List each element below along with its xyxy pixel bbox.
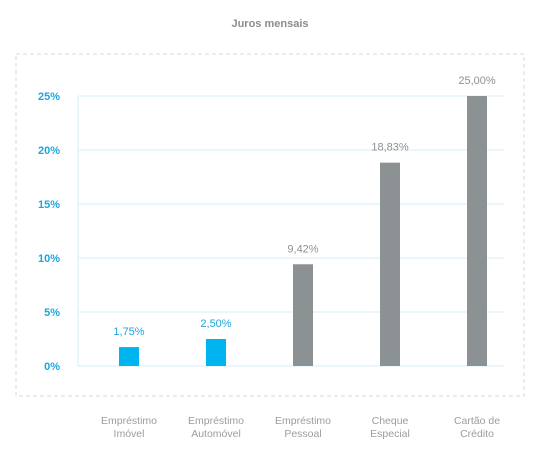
- category-label: Especial: [370, 428, 410, 440]
- bar: [380, 162, 400, 366]
- y-tick-label: 10%: [38, 253, 60, 265]
- y-tick-label: 5%: [44, 307, 60, 319]
- value-label: 18,83%: [371, 142, 409, 154]
- grid-layer: [77, 95, 504, 367]
- bar: [206, 339, 226, 366]
- y-tick-label: 20%: [38, 145, 60, 157]
- y-tick-label: 25%: [38, 91, 60, 103]
- y-tick-label: 15%: [38, 199, 60, 211]
- category-label: Empréstimo: [275, 415, 331, 427]
- value-label: 25,00%: [458, 75, 496, 87]
- y-axis: 0% 5% 10% 15% 20% 25%: [38, 91, 60, 373]
- bars: [119, 96, 487, 366]
- category-label: Cheque: [372, 415, 409, 427]
- category-label: Imóvel: [114, 428, 145, 440]
- value-label: 9,42%: [287, 243, 318, 255]
- bar: [293, 264, 313, 366]
- category-label: Crédito: [460, 428, 494, 440]
- y-tick-label: 0%: [44, 361, 60, 373]
- bar: [467, 96, 487, 366]
- value-label: 2,50%: [200, 318, 231, 330]
- category-label: Cartão de: [454, 415, 500, 427]
- category-label: Automóvel: [191, 428, 241, 440]
- category-label: Empréstimo: [101, 415, 157, 427]
- bar: [119, 347, 139, 366]
- category-label: Empréstimo: [188, 415, 244, 427]
- x-axis: EmpréstimoImóvelEmpréstimoAutomóvelEmpré…: [101, 415, 500, 440]
- value-labels: 1,75% 2,50% 9,42% 18,83% 25,00%: [113, 75, 495, 338]
- chart-frame: [15, 53, 525, 397]
- value-label: 1,75%: [113, 326, 144, 338]
- chart-title: Juros mensais: [231, 18, 309, 30]
- category-label: Pessoal: [284, 428, 321, 440]
